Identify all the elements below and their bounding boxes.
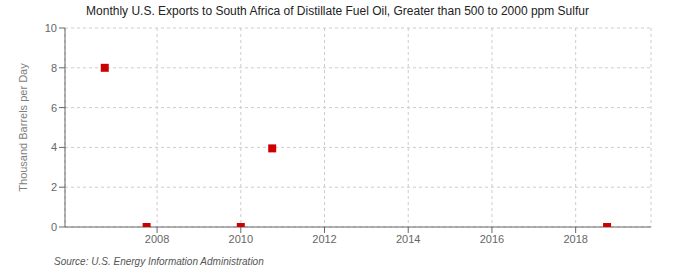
svg-text:2018: 2018 bbox=[563, 233, 587, 245]
html-text:Monthly U.S. Exports to South: Monthly U.S. Exports to South Africa of … bbox=[86, 4, 589, 18]
svg-text:6: 6 bbox=[51, 102, 57, 114]
svg-text:2012: 2012 bbox=[312, 233, 336, 245]
svg-text:Thousand Barrels per Day: Thousand Barrels per Day bbox=[17, 63, 29, 192]
svg-text:10: 10 bbox=[45, 22, 57, 34]
html-text:Source: U.S. Energy Informatio: Source: U.S. Energy Information Administ… bbox=[54, 256, 264, 267]
svg-text:4: 4 bbox=[51, 141, 57, 153]
svg-text:2008: 2008 bbox=[145, 233, 169, 245]
svg-text:2010: 2010 bbox=[229, 233, 253, 245]
svg-text:2014: 2014 bbox=[396, 233, 420, 245]
svg-text:2016: 2016 bbox=[480, 233, 504, 245]
svg-text:8: 8 bbox=[51, 62, 57, 74]
svg-text:2: 2 bbox=[51, 181, 57, 193]
svg-text:0: 0 bbox=[51, 221, 57, 233]
